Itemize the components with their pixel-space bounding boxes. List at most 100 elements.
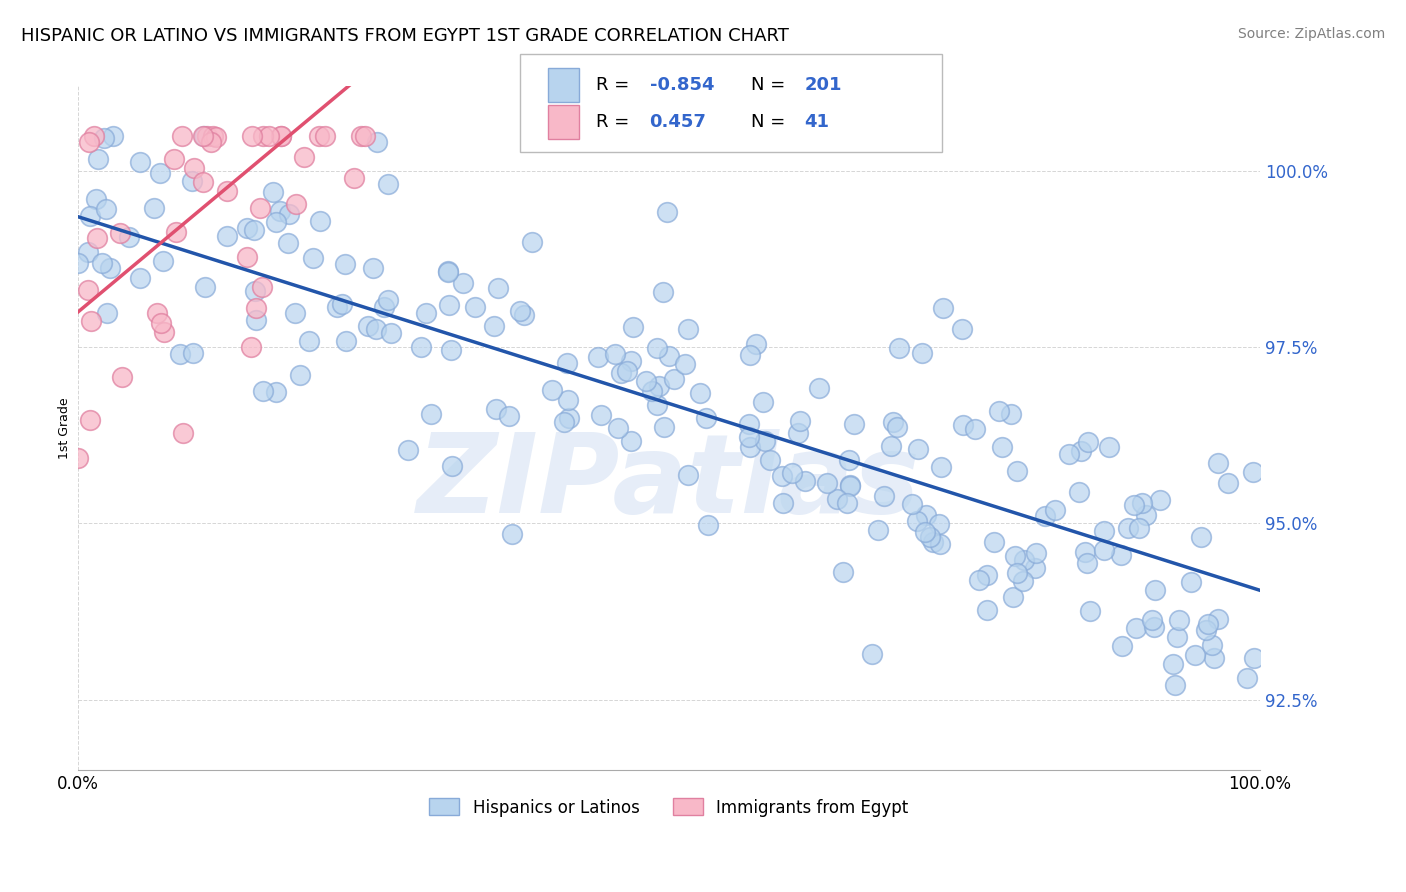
Point: [86, 231, 108, 245]
Point: [77, 244, 100, 259]
Point: [738, 430, 761, 444]
Point: [373, 300, 395, 314]
Point: [770, 469, 793, 483]
Text: HISPANIC OR LATINO VS IMMIGRANTS FROM EGYPT 1ST GRADE CORRELATION CHART: HISPANIC OR LATINO VS IMMIGRANTS FROM EG…: [21, 27, 789, 45]
Point: [787, 425, 810, 440]
Point: [183, 161, 205, 176]
Point: [93, 130, 115, 145]
Point: [509, 304, 531, 318]
Point: [1201, 638, 1223, 652]
Point: [1116, 521, 1139, 535]
Point: [94, 202, 117, 217]
Legend: Hispanics or Latinos, Immigrants from Egypt: Hispanics or Latinos, Immigrants from Eg…: [423, 792, 915, 823]
Point: [1243, 650, 1265, 665]
Point: [217, 185, 239, 199]
Text: 41: 41: [804, 113, 830, 131]
Point: [415, 306, 437, 320]
Point: [326, 301, 349, 315]
Point: [967, 573, 990, 587]
Point: [252, 128, 274, 143]
Point: [165, 225, 187, 239]
Point: [645, 398, 668, 412]
Point: [498, 409, 520, 424]
Point: [335, 334, 357, 348]
Point: [181, 345, 204, 359]
Point: [558, 411, 581, 425]
Point: [557, 392, 579, 407]
Point: [1143, 620, 1166, 634]
Point: [377, 293, 399, 308]
Point: [976, 568, 998, 582]
Point: [648, 378, 671, 392]
Point: [440, 459, 463, 474]
Point: [922, 535, 945, 549]
Point: [860, 647, 883, 661]
Point: [343, 170, 366, 185]
Point: [754, 434, 776, 448]
Text: 201: 201: [804, 76, 842, 94]
Point: [915, 508, 938, 523]
Point: [314, 128, 336, 143]
Point: [1164, 678, 1187, 692]
Point: [485, 401, 508, 416]
Point: [1128, 521, 1150, 535]
Point: [270, 128, 292, 143]
Point: [738, 348, 761, 362]
Point: [262, 185, 284, 199]
Point: [284, 306, 307, 320]
Point: [117, 230, 139, 244]
Point: [553, 415, 575, 429]
Point: [191, 176, 214, 190]
Point: [557, 356, 579, 370]
Point: [202, 128, 225, 143]
Point: [1135, 508, 1157, 522]
Point: [752, 395, 775, 409]
Point: [513, 308, 536, 322]
Point: [266, 384, 288, 399]
Point: [911, 345, 934, 359]
Point: [832, 566, 855, 580]
Point: [1180, 574, 1202, 589]
Point: [366, 135, 388, 149]
Point: [354, 128, 377, 143]
Point: [780, 466, 803, 480]
Text: N =: N =: [751, 113, 790, 131]
Point: [745, 336, 768, 351]
Point: [409, 340, 432, 354]
Point: [1092, 543, 1115, 558]
Point: [1130, 496, 1153, 510]
Point: [195, 128, 218, 143]
Point: [270, 128, 292, 143]
Point: [240, 340, 263, 354]
Point: [758, 452, 780, 467]
Point: [1143, 582, 1166, 597]
Point: [205, 129, 228, 144]
Point: [194, 279, 217, 293]
Point: [837, 495, 859, 509]
Point: [150, 316, 173, 330]
Text: ZIPatlas: ZIPatlas: [418, 429, 921, 536]
Point: [143, 201, 166, 215]
Point: [1043, 503, 1066, 517]
Point: [879, 439, 901, 453]
Point: [146, 306, 169, 320]
Point: [963, 422, 986, 436]
Point: [440, 343, 463, 357]
Point: [1076, 557, 1098, 571]
Point: [377, 178, 399, 192]
Point: [929, 460, 952, 475]
Point: [827, 491, 849, 506]
Point: [1149, 492, 1171, 507]
Point: [808, 381, 831, 395]
Point: [1024, 560, 1046, 574]
Point: [79, 314, 101, 328]
Point: [586, 350, 609, 364]
Point: [1218, 476, 1240, 491]
Point: [689, 385, 711, 400]
Text: N =: N =: [751, 76, 790, 94]
Point: [901, 497, 924, 511]
Point: [76, 283, 98, 297]
Point: [245, 313, 267, 327]
Point: [249, 201, 271, 215]
Text: R =: R =: [596, 113, 636, 131]
